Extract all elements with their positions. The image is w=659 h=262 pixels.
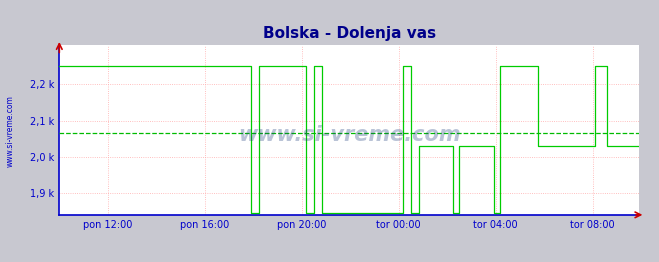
- Title: Bolska - Dolenja vas: Bolska - Dolenja vas: [263, 26, 436, 41]
- Text: www.si-vreme.com: www.si-vreme.com: [5, 95, 14, 167]
- Text: www.si-vreme.com: www.si-vreme.com: [238, 125, 461, 145]
